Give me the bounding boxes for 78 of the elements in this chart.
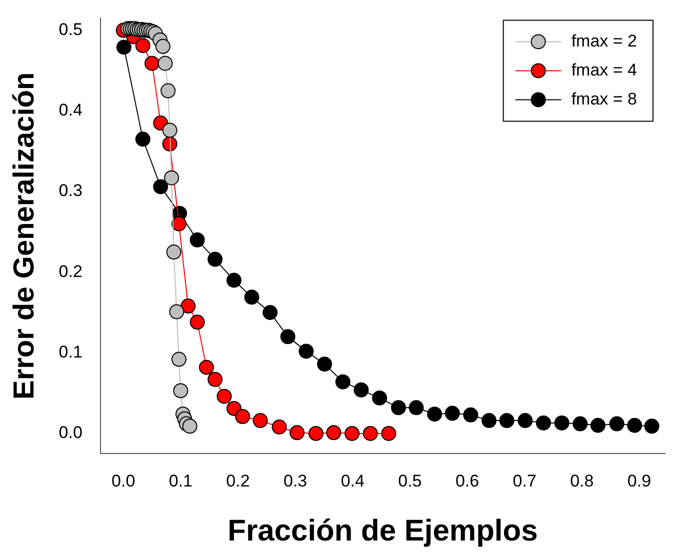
point — [644, 418, 660, 434]
x-axis-title: Fracción de Ejemplos — [228, 514, 538, 548]
point — [182, 418, 198, 434]
point — [226, 272, 242, 288]
x-tick-label: 0.5 — [398, 471, 422, 490]
y-tick-label: 0.0 — [58, 423, 82, 442]
y-tick-label: 0.2 — [58, 262, 82, 281]
point — [427, 406, 442, 422]
point — [326, 425, 342, 440]
point — [463, 407, 478, 422]
point — [408, 400, 424, 416]
point — [162, 136, 178, 152]
x-tick-label: 0.8 — [570, 471, 594, 490]
point — [272, 419, 287, 434]
point — [252, 413, 268, 428]
point — [144, 56, 160, 71]
y-axis-title: Error de Generalización — [8, 72, 40, 400]
point — [153, 179, 168, 194]
point — [171, 352, 186, 367]
x-tick-label: 0.3 — [283, 471, 308, 490]
point — [169, 304, 184, 320]
point — [362, 426, 378, 441]
point — [572, 416, 588, 432]
x-tick-label: 0.7 — [512, 471, 536, 490]
x-tick-label: 0.1 — [168, 471, 192, 490]
point — [135, 132, 150, 147]
point — [155, 38, 170, 54]
point — [171, 216, 186, 232]
point — [536, 415, 551, 430]
y-tick-label: 0.3 — [58, 181, 82, 200]
x-tick-label: 0.4 — [340, 471, 364, 490]
point — [180, 298, 196, 314]
point — [208, 252, 223, 267]
point — [162, 122, 178, 138]
point — [298, 344, 314, 359]
point — [390, 400, 406, 416]
point — [166, 244, 182, 260]
point — [499, 413, 514, 428]
y-tick-label: 0.1 — [58, 342, 82, 362]
y-tick-label: 0.5 — [58, 20, 82, 39]
point — [235, 409, 250, 424]
point — [135, 38, 150, 54]
point — [518, 413, 533, 428]
point — [280, 329, 296, 344]
point — [190, 314, 205, 330]
point — [190, 232, 205, 248]
x-tick-label: 0.9 — [627, 471, 652, 490]
point — [554, 415, 570, 430]
x-tick-label: 0.0 — [112, 471, 136, 490]
x-tick-label: 0.2 — [226, 471, 250, 490]
point — [344, 426, 360, 441]
legend-label: fmax = 2 — [571, 31, 638, 50]
point — [482, 413, 497, 428]
point — [158, 56, 173, 71]
point — [335, 374, 350, 390]
point — [308, 426, 324, 441]
legend-label: fmax = 4 — [571, 60, 638, 80]
x-tick-label: 0.6 — [455, 471, 480, 490]
point — [317, 356, 332, 372]
point — [164, 170, 180, 186]
legend-label: fmax = 8 — [571, 89, 638, 108]
point — [262, 305, 278, 320]
point — [627, 418, 642, 433]
point — [590, 418, 606, 433]
point — [198, 360, 214, 375]
point — [244, 290, 260, 305]
point — [173, 383, 188, 398]
point — [372, 390, 388, 406]
y-tick-label: 0.4 — [58, 100, 82, 120]
point — [354, 382, 369, 398]
point — [160, 83, 176, 98]
point — [116, 40, 132, 55]
point — [208, 372, 223, 387]
point — [216, 388, 232, 404]
point — [444, 406, 460, 421]
point — [381, 426, 396, 441]
point — [609, 416, 624, 432]
point — [290, 425, 305, 440]
